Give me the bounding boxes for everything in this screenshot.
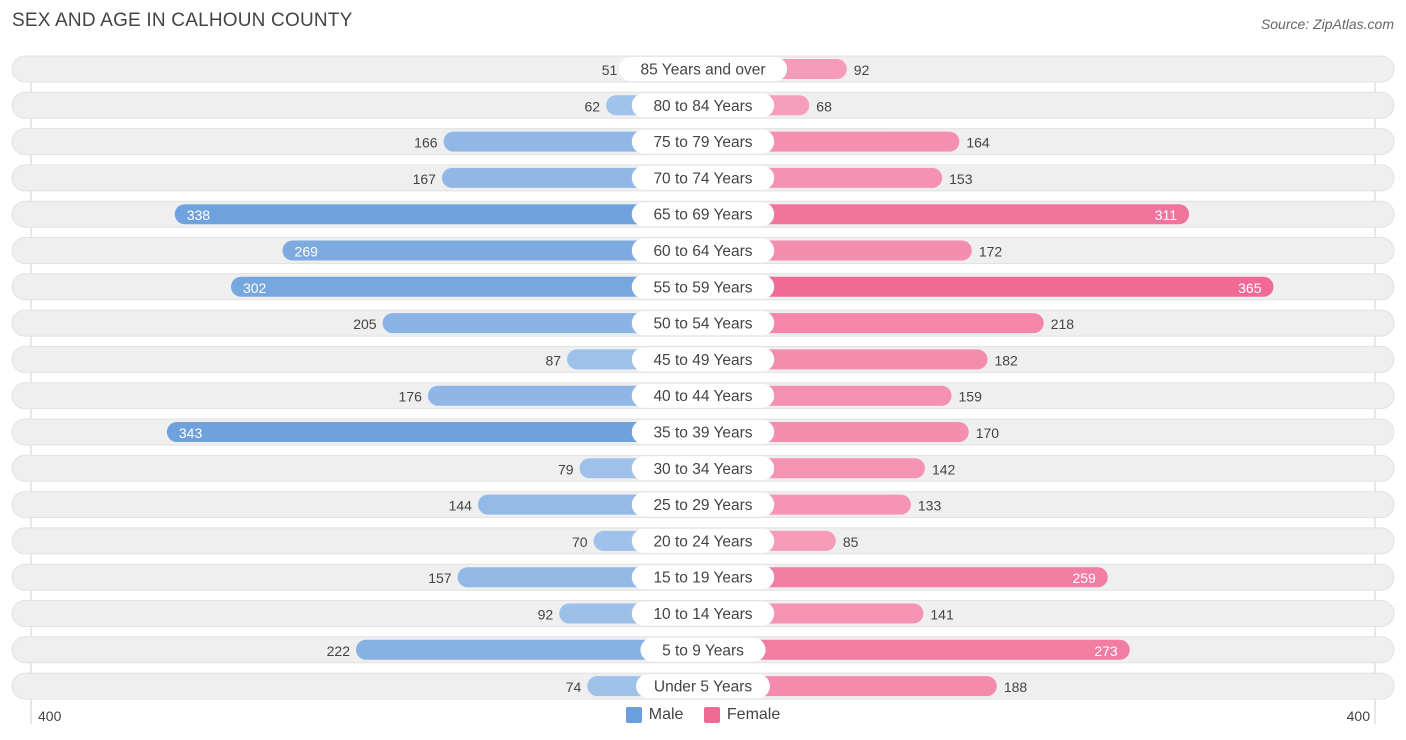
category-label-bg <box>631 492 775 517</box>
category-label-bg <box>631 165 775 190</box>
axis-left-label: 400 <box>38 708 62 724</box>
female-bar <box>703 276 1274 297</box>
legend-female-label: Female <box>726 706 781 723</box>
male-value-label: 176 <box>399 389 423 405</box>
category-label-bg <box>636 674 770 699</box>
female-value-label: 133 <box>918 498 942 514</box>
category-label-bg <box>631 528 775 553</box>
category-label-bg <box>631 565 775 590</box>
category-label-bg <box>631 420 775 444</box>
source-label: Source: ZipAtlas.com <box>1260 16 1394 32</box>
legend-male-label: Male <box>648 706 684 723</box>
female-value-label: 92 <box>854 62 870 78</box>
female-bar <box>703 676 997 697</box>
female-value-label: 273 <box>1094 643 1118 659</box>
category-label-bg <box>631 383 775 408</box>
male-value-label: 74 <box>566 679 582 695</box>
female-bar <box>703 567 1108 588</box>
male-value-label: 269 <box>295 244 319 260</box>
chart-title: SEX AND AGE IN CALHOUN COUNTY <box>12 10 353 31</box>
male-value-label: 338 <box>187 207 211 223</box>
male-value-label: 205 <box>353 316 377 332</box>
male-bar <box>166 422 704 442</box>
legend-female-swatch <box>703 707 720 723</box>
male-bar <box>282 240 703 261</box>
category-label: 70 to 74 Years <box>653 170 752 187</box>
female-bar <box>703 639 1130 660</box>
category-label: 35 to 39 Years <box>653 425 752 442</box>
male-value-label: 167 <box>413 171 437 187</box>
male-value-label: 70 <box>572 534 588 550</box>
category-label-bg <box>631 347 775 372</box>
female-bar <box>703 204 1190 225</box>
category-label-bg <box>631 311 775 336</box>
female-value-label: 170 <box>976 425 1000 441</box>
category-label: 5 to 9 Years <box>662 642 744 659</box>
legend-female: Female <box>703 706 781 724</box>
category-label-bg <box>640 637 766 662</box>
category-label: 20 to 24 Years <box>653 533 752 550</box>
category-label: 65 to 69 Years <box>653 207 752 224</box>
category-label-bg <box>631 238 775 263</box>
male-value-label: 302 <box>243 280 267 296</box>
category-label: 45 to 49 Years <box>653 352 752 369</box>
category-label: 55 to 59 Years <box>653 279 752 296</box>
category-label: 15 to 19 Years <box>653 570 752 587</box>
category-label: 40 to 44 Years <box>653 388 752 405</box>
male-value-label: 343 <box>179 425 203 441</box>
category-label: 85 Years and over <box>641 62 766 79</box>
category-label: 50 to 54 Years <box>653 316 752 333</box>
category-label-bg <box>631 202 775 227</box>
female-value-label: 68 <box>816 98 832 114</box>
male-bar <box>230 276 703 297</box>
category-label: 25 to 29 Years <box>653 497 752 514</box>
category-label-bg <box>631 129 775 154</box>
female-value-label: 188 <box>1004 679 1028 695</box>
male-bar <box>356 639 703 660</box>
male-value-label: 79 <box>558 461 574 477</box>
category-label-bg <box>618 57 788 81</box>
category-label-bg <box>631 601 775 626</box>
male-value-label: 166 <box>414 135 438 151</box>
category-label-bg <box>631 93 775 118</box>
female-value-label: 172 <box>979 244 1003 260</box>
male-value-label: 51 <box>602 62 618 78</box>
category-label: 80 to 84 Years <box>653 98 752 115</box>
female-bar <box>703 349 988 370</box>
male-value-label: 62 <box>585 98 601 114</box>
male-bar <box>174 204 703 225</box>
category-label: 30 to 34 Years <box>653 461 752 478</box>
category-label-bg <box>631 274 775 299</box>
legend-male-swatch <box>625 707 642 723</box>
female-value-label: 218 <box>1051 316 1075 332</box>
female-value-label: 141 <box>930 607 954 623</box>
category-label: 75 to 79 Years <box>653 134 752 151</box>
male-value-label: 157 <box>428 570 452 586</box>
female-value-label: 311 <box>1155 207 1178 223</box>
chart-legend: Male Female <box>0 706 1406 728</box>
female-value-label: 153 <box>949 171 973 187</box>
male-value-label: 92 <box>538 607 554 623</box>
female-value-label: 142 <box>932 461 956 477</box>
male-value-label: 222 <box>327 643 351 659</box>
male-bar <box>382 313 703 334</box>
female-bar <box>703 313 1044 334</box>
female-value-label: 164 <box>966 135 990 151</box>
category-label: 60 to 64 Years <box>653 243 752 260</box>
category-label: 10 to 14 Years <box>653 606 752 623</box>
legend-male: Male <box>625 706 684 724</box>
category-label-bg <box>631 456 775 481</box>
category-label: Under 5 Years <box>654 679 752 696</box>
female-value-label: 182 <box>994 352 1018 368</box>
female-value-label: 85 <box>843 534 859 550</box>
female-value-label: 259 <box>1072 570 1096 586</box>
male-value-label: 144 <box>449 498 473 514</box>
female-value-label: 159 <box>959 389 983 405</box>
female-value-label: 365 <box>1238 280 1262 296</box>
male-value-label: 87 <box>545 352 561 368</box>
axis-right-label: 400 <box>1346 708 1370 724</box>
